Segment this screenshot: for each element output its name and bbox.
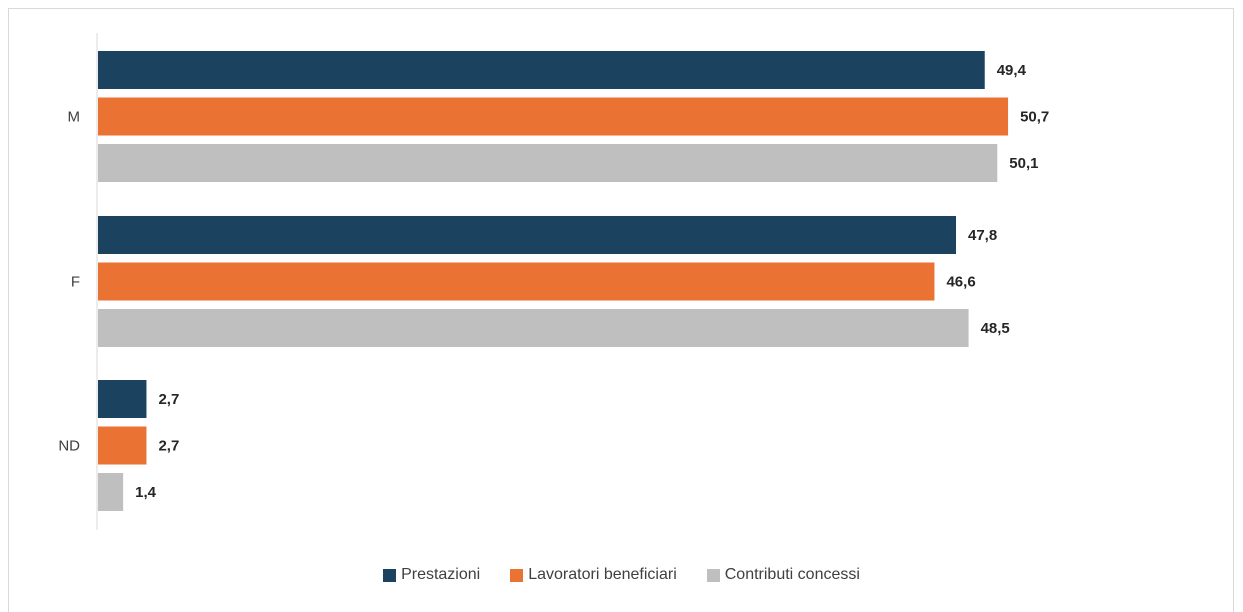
- data-label: 1,4: [135, 484, 157, 501]
- legend-label: Contributi concessi: [724, 566, 860, 583]
- legend-item: Lavoratori beneficiari: [510, 566, 677, 584]
- legend-label: Lavoratori beneficiari: [528, 566, 677, 583]
- bar: [98, 473, 124, 511]
- chart-frame: [8, 8, 1234, 612]
- category-label: ND: [58, 438, 80, 455]
- bar-chart: 49,4 50,7 50,1 47,8 46,6 48,5 2,7 2,7 1,4 M F ND: [58, 33, 1049, 530]
- bars-group: 49,4 50,7 50,1 47,8 46,6 48,5 2,7 2,7 1,4: [98, 51, 1049, 511]
- bar: [98, 216, 957, 254]
- data-label: 47,8: [968, 227, 997, 244]
- legend-label: Prestazioni: [401, 566, 481, 583]
- data-label: 2,7: [158, 438, 179, 455]
- legend-swatch: [510, 568, 524, 582]
- category-label: M: [68, 109, 81, 126]
- data-label: 49,4: [997, 62, 1027, 79]
- bar: [98, 97, 1009, 136]
- data-label: 46,6: [946, 274, 975, 291]
- bar: [98, 309, 969, 347]
- bar: [98, 144, 998, 182]
- legend-item: Contributi concessi: [706, 566, 860, 584]
- data-label: 50,1: [1009, 155, 1038, 172]
- bar: [98, 380, 147, 418]
- bar: [98, 262, 935, 301]
- legend-swatch: [383, 568, 397, 582]
- bar: [98, 51, 985, 89]
- legend-item: Prestazioni: [383, 566, 480, 584]
- legend-swatch: [706, 568, 720, 582]
- bar: [98, 426, 147, 465]
- data-label: 50,7: [1020, 109, 1049, 126]
- data-label: 48,5: [981, 320, 1010, 337]
- category-label: F: [71, 274, 80, 291]
- legend: Prestazioni Lavoratori beneficiari Contrib…: [0, 566, 1243, 584]
- data-label: 2,7: [158, 391, 179, 408]
